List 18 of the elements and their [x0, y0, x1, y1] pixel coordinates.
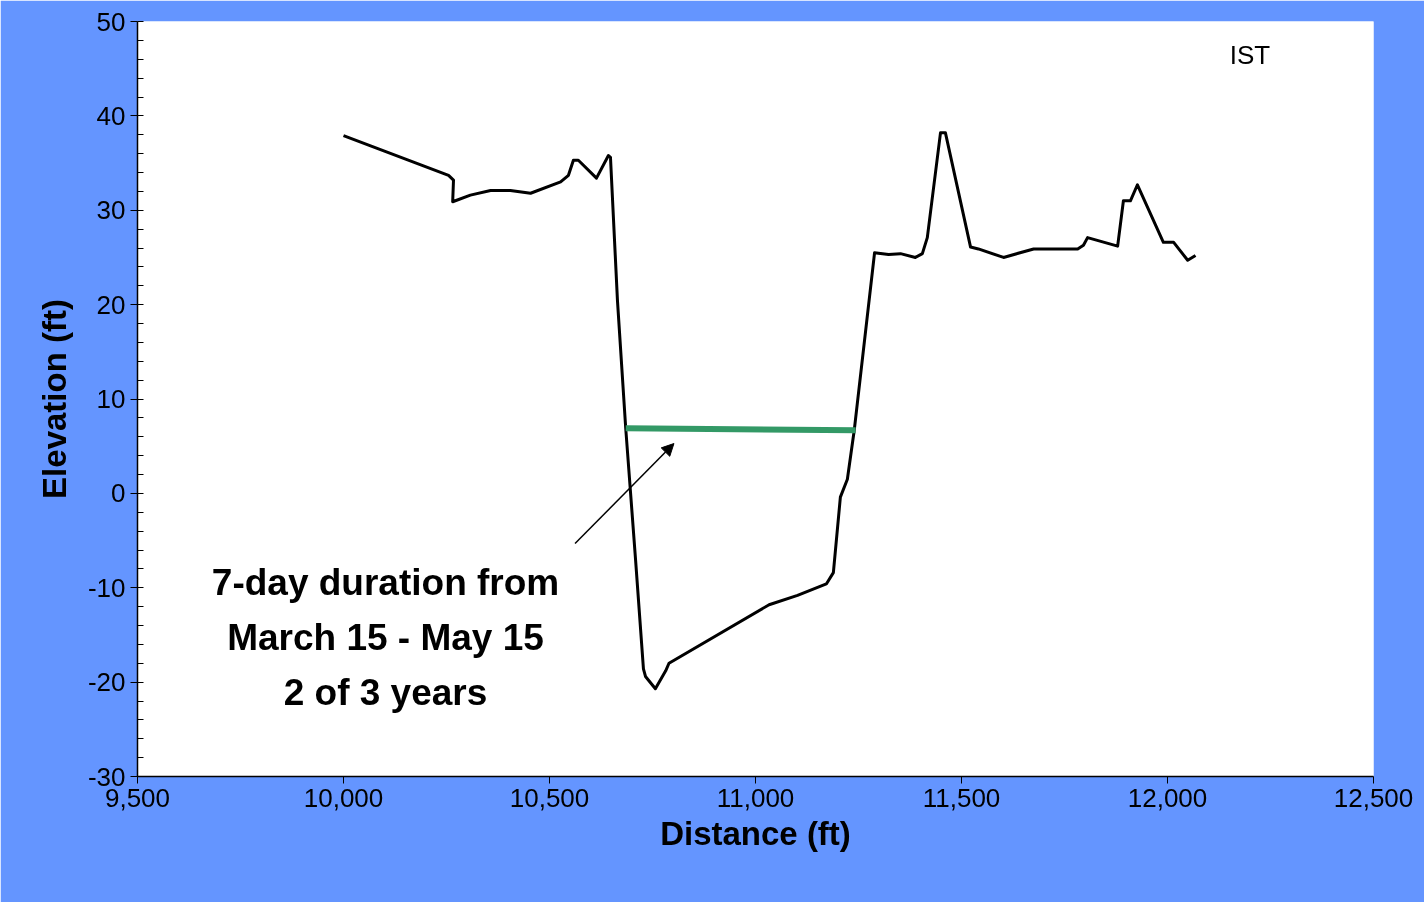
- y-tick-label: 50: [96, 6, 126, 37]
- y-tick-label: -20: [87, 667, 126, 698]
- x-axis-title: Distance (ft): [660, 814, 851, 852]
- y-axis-title: Elevation (ft): [35, 299, 73, 499]
- x-tick-label: 11,500: [922, 782, 1001, 813]
- x-tick-label: 10,000: [303, 782, 384, 813]
- annotation: IST: [1229, 40, 1271, 71]
- y-tick-label: -10: [87, 572, 126, 603]
- y-tick-label: 10: [96, 384, 126, 414]
- y-tick-label: 20: [96, 289, 126, 320]
- x-tick-label: 12,500: [1333, 782, 1414, 813]
- annotation: 7-day duration from March 15 - May 15 2 of 3 years: [211, 561, 560, 714]
- y-tick-label: 40: [96, 100, 126, 131]
- x-tick-label: 11,000: [716, 782, 795, 813]
- y-tick-label: 0: [111, 478, 126, 509]
- x-tick-label: 12,000: [1127, 782, 1208, 813]
- x-tick-label: 10,500: [509, 782, 590, 813]
- y-tick-label: 30: [96, 195, 126, 226]
